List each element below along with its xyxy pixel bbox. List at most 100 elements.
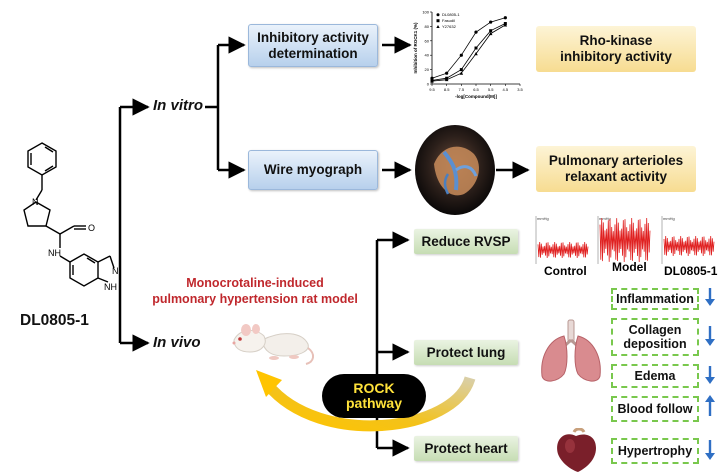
- chart-point: [459, 53, 463, 57]
- effect-collagen-line2: deposition: [623, 337, 687, 351]
- trace-label-model: Model: [612, 260, 647, 274]
- chart-point: [459, 68, 463, 72]
- rock-line1: ROCK: [353, 379, 395, 396]
- chart-y-tick-label: 0: [427, 82, 430, 87]
- chart-y-label: Inhibition of ROCK1 (%): [413, 22, 418, 73]
- trace-dl0805-wave: [663, 235, 715, 257]
- inhibition-chart: 0 20 40 60 80 100 9.5 8.5 7.5 6.5 5.5 4.5 3.5 -log[Co…: [413, 10, 524, 100]
- lung-image: [541, 319, 601, 382]
- chart-series-line-0: [431, 17, 506, 79]
- chart-point: [445, 71, 449, 75]
- wire-myograph-label: Wire myograph: [263, 162, 363, 178]
- chart-legend-marker: [436, 13, 440, 17]
- chart-x-tick-label: 6.5: [473, 87, 479, 92]
- effect-edema-label: Edema: [634, 368, 676, 383]
- chart-y-tick-label: 100: [422, 10, 429, 15]
- reduce-rvsp-label: Reduce RVSP: [421, 233, 511, 249]
- atom-o-carbonyl: O: [88, 223, 95, 233]
- inhibitory-activity-box: Inhibitory activity determination: [248, 24, 378, 67]
- chart-series-line-1: [431, 23, 506, 81]
- protect-lung-label: Protect lung: [426, 344, 506, 360]
- protect-heart-box: Protect heart: [414, 436, 518, 461]
- effect-blood-follow: Blood follow: [611, 396, 699, 422]
- reduce-rvsp-box: Reduce RVSP: [414, 229, 518, 254]
- pulmonary-arterioles-box: Pulmonary arterioles relaxant activity: [536, 146, 696, 192]
- model-description: Monocrotaline-induced pulmonary hyperten…: [150, 276, 360, 307]
- rat-image: [232, 324, 314, 365]
- pulmonary-arterioles-line2: relaxant activity: [564, 169, 668, 184]
- chart-point: [503, 23, 508, 27]
- chart-legend-label: Y27632: [442, 24, 457, 29]
- trace-label-control: Control: [544, 264, 587, 278]
- in-vivo-label: In vivo: [153, 334, 201, 351]
- chart-point: [430, 79, 434, 83]
- chart-x-tick-label: 5.5: [488, 87, 494, 92]
- effect-collagen: Collagen deposition: [611, 318, 699, 356]
- effect-inflammation: Inflammation: [611, 288, 699, 310]
- effect-arrows: [705, 288, 715, 460]
- rho-kinase-line1: Rho-kinase: [579, 33, 653, 49]
- rock-line2: pathway: [345, 395, 402, 411]
- atom-n-indazole: N: [112, 266, 119, 276]
- effect-collagen-line1: Collagen: [628, 322, 682, 337]
- arrow-down-icon: [705, 326, 715, 346]
- chart-x-tick-label: 8.5: [444, 87, 450, 92]
- chart-point: [474, 46, 478, 50]
- chart-point: [459, 71, 464, 75]
- heart-image: [557, 428, 596, 472]
- chart-legend-label: DL0805-1: [442, 12, 460, 17]
- chart-y-tick-label: 40: [425, 53, 430, 58]
- compound-structure: N O NH N NH: [23, 142, 119, 292]
- inhibitory-activity-line2: determination: [268, 45, 358, 61]
- chart-x-tick-label: 3.5: [517, 87, 523, 92]
- compound-name: DL0805-1: [20, 312, 89, 329]
- effect-hypertrophy: Hypertrophy: [611, 438, 699, 464]
- pulmonary-arterioles-line1: Pulmonary arterioles: [548, 153, 684, 169]
- chart-x-tick-label: 4.5: [503, 87, 509, 92]
- effect-hypertrophy-label: Hypertrophy: [617, 443, 693, 458]
- arrow-down-icon: [705, 366, 715, 384]
- trace-control-wave: [537, 241, 589, 259]
- chart-point: [488, 31, 493, 36]
- effect-blood-follow-label: Blood follow: [617, 401, 693, 416]
- chart-point: [474, 30, 478, 34]
- rvsp-traces: mmHg mmHg mmHg: [535, 216, 715, 264]
- chart-point: [503, 16, 507, 20]
- rho-kinase-line2: inhibitory activity: [560, 49, 672, 64]
- rho-kinase-box: Rho-kinase inhibitory activity: [536, 26, 696, 72]
- effect-edema: Edema: [611, 364, 699, 388]
- inhibitory-activity-line1: Inhibitory activity: [257, 29, 369, 45]
- chart-point: [474, 51, 478, 56]
- chart-point: [489, 29, 493, 33]
- wire-myograph-box: Wire myograph: [248, 150, 378, 190]
- model-line2: pulmonary hypertension rat model: [152, 291, 358, 306]
- trace-model-axis-label: mmHg: [599, 216, 611, 221]
- chart-y-tick-label: 80: [425, 24, 430, 29]
- chart-legend-label: Fasudil: [442, 18, 455, 23]
- chart-point: [444, 77, 449, 82]
- arrow-down-icon: [705, 288, 715, 306]
- rock-pathway-badge: ROCK pathway: [322, 374, 426, 418]
- model-line1: Monocrotaline-induced: [186, 276, 324, 290]
- chart-legend-marker: [436, 25, 440, 28]
- chart-series-line-2: [431, 24, 506, 82]
- protect-lung-box: Protect lung: [414, 340, 518, 365]
- arrow-down-icon: [705, 440, 715, 460]
- in-vitro-label: In vitro: [153, 97, 204, 114]
- protect-heart-label: Protect heart: [424, 440, 508, 456]
- chart-x-label: -log[Compound(M)]: [455, 94, 497, 99]
- artery-image: [415, 125, 495, 215]
- chart-legend-marker: [436, 19, 440, 23]
- trace-model-wave: [599, 217, 651, 263]
- chart-y-tick-label: 20: [425, 67, 430, 72]
- trace-control-axis-label: mmHg: [537, 216, 549, 221]
- atom-nh-amide: NH: [48, 248, 61, 258]
- arrow-up-icon: [705, 395, 715, 416]
- trace-label-dl0805: DL0805-1: [664, 264, 718, 278]
- chart-y-tick-label: 60: [425, 38, 430, 43]
- atom-hn-indazole: NH: [104, 282, 117, 292]
- chart-x-tick-label: 7.5: [459, 87, 465, 92]
- chart-x-tick-label: 9.5: [429, 87, 435, 92]
- atom-n-pyrrolidine: N: [32, 197, 39, 207]
